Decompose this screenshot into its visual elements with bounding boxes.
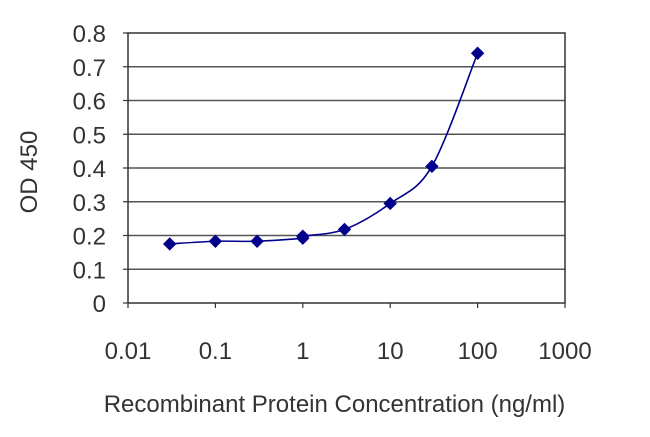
- y-tick-label: 0.3: [73, 190, 106, 217]
- data-point: [337, 222, 352, 237]
- x-tick-label: 1000: [538, 338, 591, 365]
- x-tick-label: 100: [458, 338, 498, 365]
- y-tick-label: 0.4: [73, 156, 106, 183]
- x-tick-label: 1: [296, 338, 309, 365]
- y-tick-label: 0.7: [73, 55, 106, 82]
- data-point: [296, 229, 310, 243]
- series-line: [169, 52, 479, 245]
- y-tick-label: 0.6: [73, 89, 106, 116]
- x-tick-label: 0.1: [199, 338, 232, 365]
- x-axis-ticks: 0.01 0.1 1 10 100 1000: [105, 303, 592, 365]
- y-tick-label: 0.1: [73, 257, 106, 284]
- data-point: [383, 196, 397, 211]
- data-point: [425, 159, 439, 174]
- gridlines: [128, 65, 565, 271]
- data-point: [162, 237, 177, 251]
- y-tick-label: 0.8: [73, 21, 106, 48]
- y-tick-label: 0: [93, 291, 106, 318]
- x-tick-label: 10: [377, 338, 404, 365]
- x-axis-title: Recombinant Protein Concentration (ng/ml…: [104, 391, 566, 418]
- y-axis-ticks: 0 0.1 0.2 0.3 0.4 0.5 0.6 0.7 0.8: [73, 21, 128, 318]
- y-tick-label: 0.2: [73, 224, 106, 251]
- data-point: [208, 234, 223, 248]
- data-point: [250, 234, 264, 248]
- x-tick-label: 0.01: [105, 338, 152, 365]
- y-axis-title: OD 450: [16, 131, 43, 214]
- y-tick-label: 0.5: [73, 122, 106, 149]
- data-point: [470, 46, 485, 60]
- series: [162, 46, 485, 251]
